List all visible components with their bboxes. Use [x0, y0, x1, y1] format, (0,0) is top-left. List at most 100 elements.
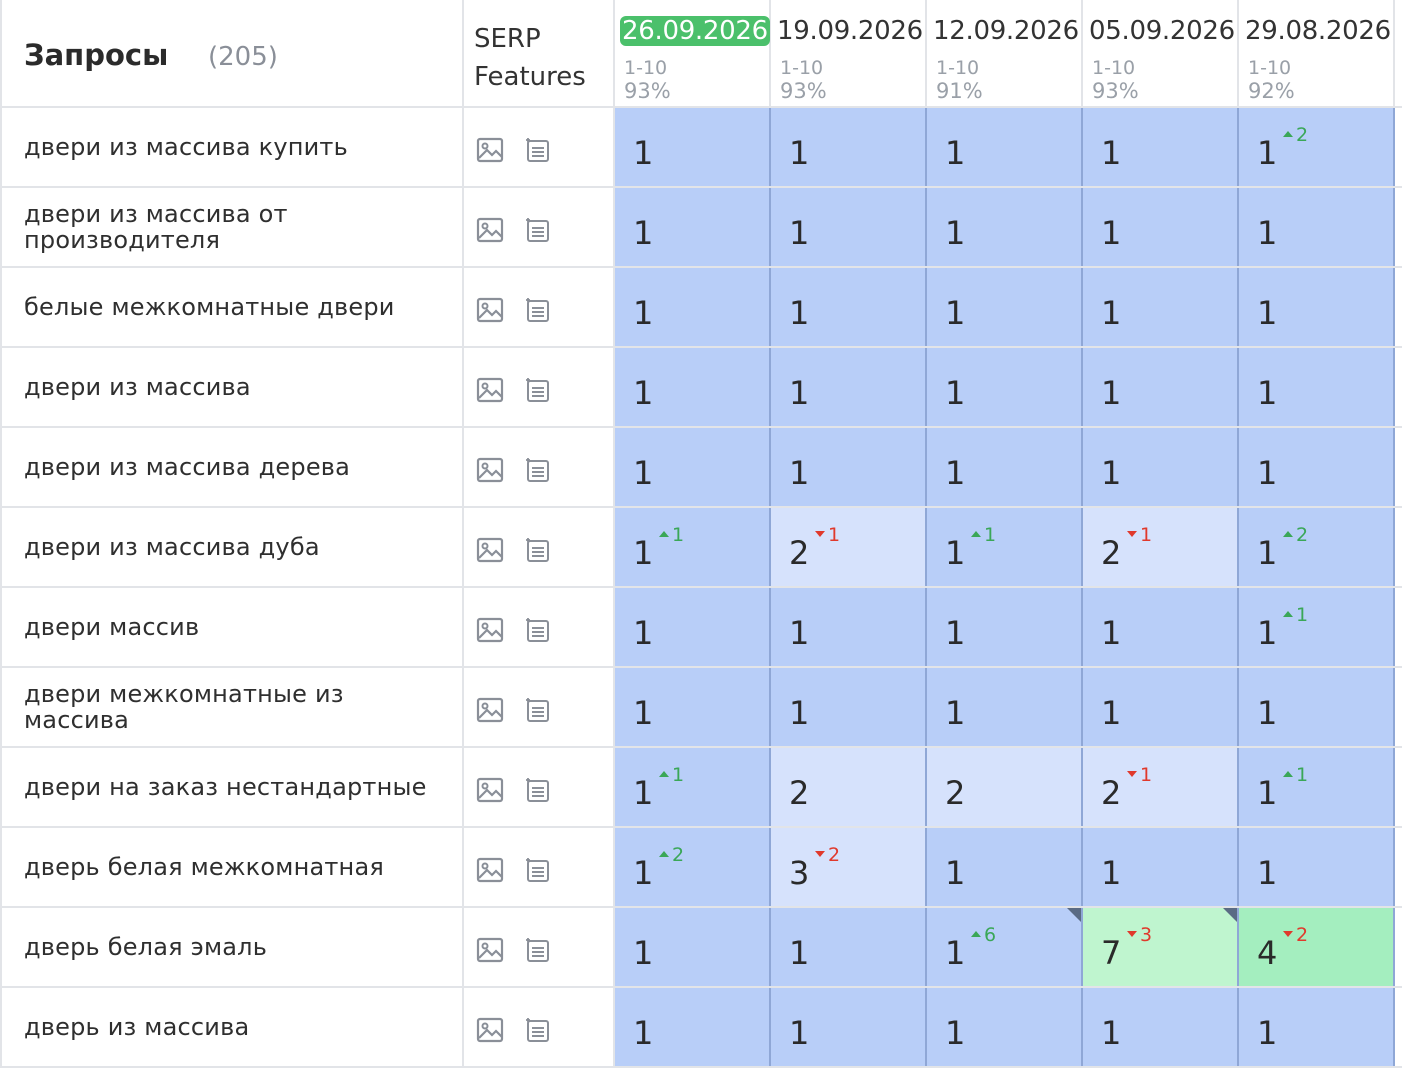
table-row[interactable]: двери из массива дерева 1 1 1 1 1 — [0, 428, 1402, 508]
query-cell[interactable]: дверь из массива — [0, 988, 464, 1066]
position-cell[interactable]: 1 — [1239, 828, 1395, 906]
date-column-header[interactable]: 12.09.2026 1-10 91% — [927, 0, 1083, 106]
position-cell[interactable]: 1 — [1083, 588, 1239, 666]
query-cell[interactable]: дверь белая эмаль — [0, 908, 464, 986]
position-cell[interactable]: 1 — [1239, 188, 1395, 266]
query-text[interactable]: двери из массива купить — [24, 133, 348, 161]
query-cell[interactable]: двери из массива дуба — [0, 508, 464, 586]
query-cell[interactable]: белые межкомнатные двери — [0, 268, 464, 346]
position-cell[interactable]: 1 — [771, 108, 927, 186]
list-icon[interactable] — [524, 1016, 552, 1044]
position-cell[interactable]: 1 — [1239, 268, 1395, 346]
position-cell[interactable]: 1 — [1083, 828, 1239, 906]
table-row[interactable]: дверь белая эмаль 1 1 1 6 7 3 4 2 — [0, 908, 1402, 988]
image-icon[interactable] — [476, 216, 504, 244]
date-label[interactable]: 26.09.2026 — [620, 16, 770, 46]
position-cell[interactable]: 1 — [1083, 428, 1239, 506]
date-column-header[interactable]: 19.09.2026 1-10 93% — [771, 0, 927, 106]
query-cell[interactable]: двери из массива от производителя — [0, 188, 464, 266]
position-cell[interactable]: 1 — [1083, 988, 1239, 1066]
position-cell[interactable]: 2 — [771, 748, 927, 826]
position-cell[interactable]: 1 — [1239, 428, 1395, 506]
image-icon[interactable] — [476, 856, 504, 884]
position-cell[interactable]: 1 — [1083, 348, 1239, 426]
list-icon[interactable] — [524, 776, 552, 804]
position-cell[interactable]: 1 — [771, 988, 927, 1066]
position-cell[interactable]: 1 — [927, 828, 1083, 906]
position-cell[interactable]: 1 — [927, 108, 1083, 186]
position-cell[interactable]: 1 — [927, 348, 1083, 426]
table-row[interactable]: белые межкомнатные двери 1 1 1 1 1 — [0, 268, 1402, 348]
query-text[interactable]: двери из массива от производителя — [24, 200, 288, 254]
list-icon[interactable] — [524, 296, 552, 324]
image-icon[interactable] — [476, 936, 504, 964]
table-row[interactable]: двери из массива 1 1 1 1 1 — [0, 348, 1402, 428]
query-cell[interactable]: двери из массива — [0, 348, 464, 426]
table-row[interactable]: двери межкомнатные из массива 1 1 1 1 1 — [0, 668, 1402, 748]
position-cell[interactable]: 1 — [615, 668, 771, 746]
position-cell[interactable]: 1 — [615, 908, 771, 986]
query-text[interactable]: белые межкомнатные двери — [24, 293, 395, 321]
position-cell[interactable]: 1 — [771, 348, 927, 426]
position-cell[interactable]: 2 — [927, 748, 1083, 826]
image-icon[interactable] — [476, 456, 504, 484]
image-icon[interactable] — [476, 616, 504, 644]
query-text[interactable]: двери из массива дуба — [24, 533, 320, 561]
table-row[interactable]: дверь белая межкомнатная 1 2 3 2 1 1 1 — [0, 828, 1402, 908]
query-cell[interactable]: двери на заказ нестандартные — [0, 748, 464, 826]
note-corner-icon[interactable] — [1067, 908, 1081, 922]
table-row[interactable]: двери из массива купить 1 1 1 1 1 2 — [0, 108, 1402, 188]
position-cell[interactable]: 1 — [1239, 668, 1395, 746]
image-icon[interactable] — [476, 136, 504, 164]
query-text[interactable]: двери из массива — [24, 373, 251, 401]
query-cell[interactable]: двери межкомнатные из массива — [0, 668, 464, 746]
date-label[interactable]: 05.09.2026 — [1089, 16, 1235, 46]
position-cell[interactable]: 1 — [615, 348, 771, 426]
position-cell[interactable]: 1 — [771, 188, 927, 266]
query-text[interactable]: дверь из массива — [24, 1013, 250, 1041]
list-icon[interactable] — [524, 536, 552, 564]
list-icon[interactable] — [524, 376, 552, 404]
position-cell[interactable]: 1 — [1083, 108, 1239, 186]
position-cell[interactable]: 1 — [927, 428, 1083, 506]
image-icon[interactable] — [476, 536, 504, 564]
date-column-header[interactable]: 26.09.2026 1-10 93% — [615, 0, 771, 106]
position-cell[interactable]: 1 — [615, 268, 771, 346]
position-cell[interactable]: 1 — [615, 588, 771, 666]
position-cell[interactable]: 1 — [615, 188, 771, 266]
query-cell[interactable]: двери массив — [0, 588, 464, 666]
list-icon[interactable] — [524, 936, 552, 964]
list-icon[interactable] — [524, 136, 552, 164]
query-cell[interactable]: двери из массива купить — [0, 108, 464, 186]
query-text[interactable]: двери массив — [24, 613, 200, 641]
position-cell[interactable]: 1 — [615, 428, 771, 506]
query-text[interactable]: дверь белая эмаль — [24, 933, 268, 961]
position-cell[interactable]: 1 — [927, 268, 1083, 346]
image-icon[interactable] — [476, 376, 504, 404]
table-row[interactable]: двери из массива от производителя 1 1 1 1 1 — [0, 188, 1402, 268]
list-icon[interactable] — [524, 456, 552, 484]
position-cell[interactable]: 1 — [927, 668, 1083, 746]
table-row[interactable]: дверь из массива 1 1 1 1 1 — [0, 988, 1402, 1068]
list-icon[interactable] — [524, 856, 552, 884]
position-cell[interactable]: 1 — [1239, 348, 1395, 426]
date-label[interactable]: 29.08.2026 — [1245, 16, 1391, 46]
position-cell[interactable]: 1 — [927, 588, 1083, 666]
query-text[interactable]: двери на заказ нестандартные — [24, 773, 427, 801]
date-column-header[interactable]: 29.08.2026 1-10 92% — [1239, 0, 1395, 106]
query-text[interactable]: двери из массива дерева — [24, 453, 351, 481]
table-row[interactable]: двери из массива дуба 1 1 2 1 1 1 2 1 1 2 — [0, 508, 1402, 588]
image-icon[interactable] — [476, 776, 504, 804]
